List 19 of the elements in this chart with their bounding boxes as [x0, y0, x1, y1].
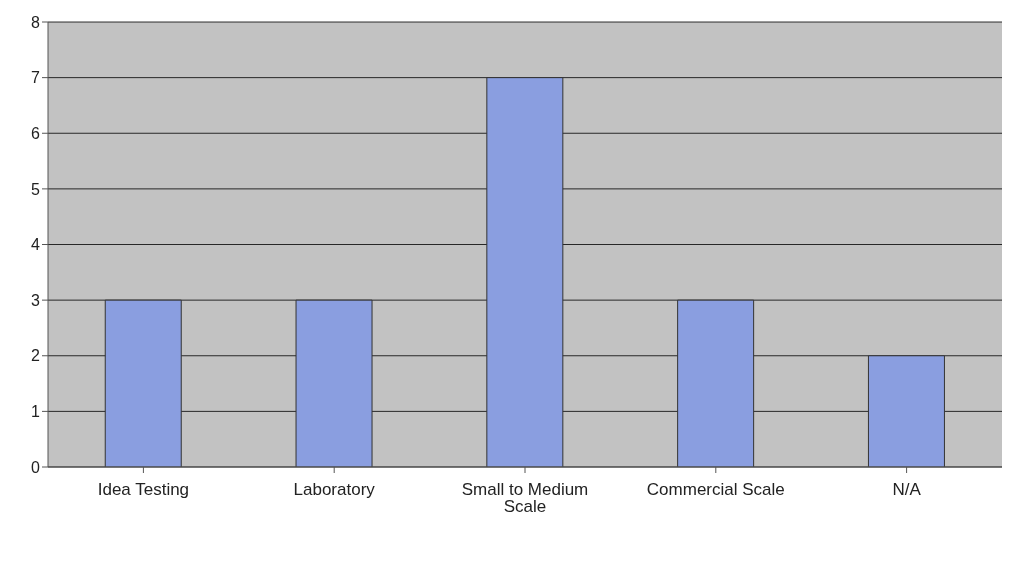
y-tick-label: 0 — [31, 458, 41, 476]
y-tick-label: 8 — [31, 13, 41, 31]
bar — [104, 299, 182, 467]
y-tick-label: 5 — [31, 180, 41, 198]
y-tick-label: 1 — [31, 403, 41, 421]
x-tick-label: Laboratory — [293, 480, 376, 500]
bar — [677, 299, 755, 467]
y-tick-label: 3 — [31, 291, 41, 309]
y-tick-label: 2 — [31, 347, 41, 365]
x-tick-label: Small to Medium Scale — [461, 480, 589, 517]
x-tick-label: Idea Testing — [97, 480, 190, 500]
x-tick-label: N/A — [892, 480, 922, 500]
bar — [486, 77, 564, 467]
x-tick-label: Commercial Scale — [646, 480, 785, 500]
bar — [295, 299, 373, 467]
y-tick-label: 4 — [31, 236, 41, 254]
y-tick-label: 7 — [31, 69, 41, 87]
bar — [867, 355, 945, 467]
y-tick-label: 6 — [31, 124, 41, 142]
